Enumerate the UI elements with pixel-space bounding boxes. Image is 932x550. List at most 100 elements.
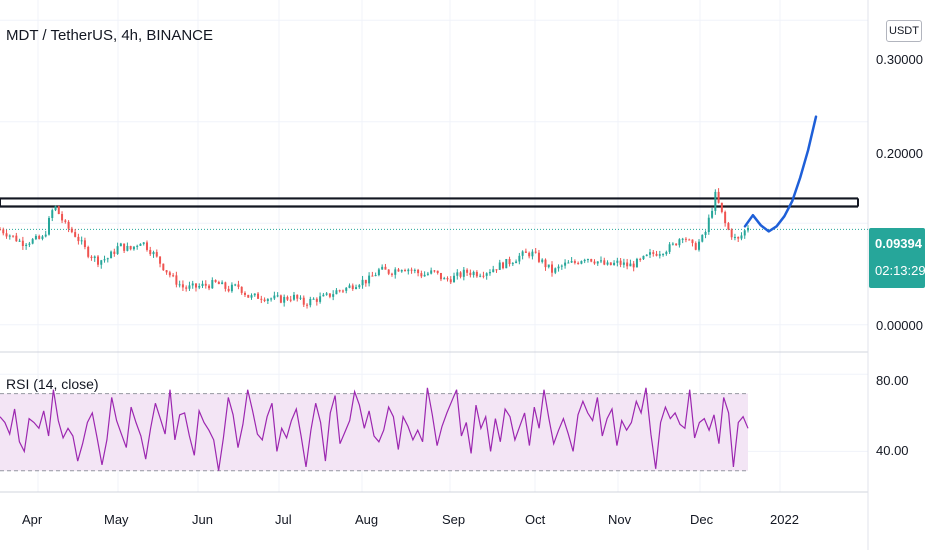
candle-body <box>600 260 603 262</box>
candle-body <box>426 273 429 275</box>
candle-body <box>534 251 537 253</box>
candle-body <box>622 262 625 265</box>
candle-body <box>70 228 73 233</box>
candle-body <box>116 246 119 254</box>
candle-body <box>302 297 305 305</box>
candle-body <box>603 260 606 265</box>
candle-body <box>423 274 426 277</box>
candle-body <box>443 278 446 280</box>
candle-body <box>482 275 485 277</box>
candle-body <box>38 235 41 239</box>
candle-body <box>453 275 456 283</box>
candle-body <box>57 206 60 215</box>
price-tick-label: 0.30000 <box>876 52 923 67</box>
candle-body <box>260 298 263 300</box>
candle-body <box>296 294 299 299</box>
candle-body <box>21 240 24 246</box>
candle-body <box>221 282 224 285</box>
candle-body <box>257 293 260 299</box>
candle-body <box>439 272 442 280</box>
symbol-title[interactable]: MDT / TetherUS, 4h, BINANCE <box>6 27 213 44</box>
candle-body <box>737 236 740 239</box>
last-price-tag <box>869 228 925 288</box>
candle-body <box>93 256 96 259</box>
candle-body <box>704 232 707 235</box>
candle-body <box>110 251 113 259</box>
candle-body <box>227 288 230 292</box>
candle-body <box>328 293 331 297</box>
candle-body <box>123 243 126 251</box>
candle-body <box>28 243 31 245</box>
candle-body <box>289 299 292 301</box>
candle-body <box>325 293 328 295</box>
candle-body <box>106 258 109 260</box>
time-tick-label: May <box>104 512 129 527</box>
candle-body <box>142 242 145 244</box>
candle-body <box>194 283 197 288</box>
rsi-band <box>0 393 748 471</box>
candle-body <box>103 259 106 261</box>
candle-body <box>355 287 358 289</box>
time-tick-label: Oct <box>525 512 546 527</box>
candle-body <box>188 285 191 289</box>
rsi-tick-label: 80.00 <box>876 373 909 388</box>
candle-body <box>247 294 250 298</box>
candle-body <box>51 210 54 218</box>
time-tick-label: Jul <box>275 512 292 527</box>
candle-body <box>462 269 465 277</box>
candle-body <box>224 282 227 289</box>
candle-body <box>547 264 550 268</box>
candle-body <box>508 259 511 265</box>
candle-body <box>283 296 286 303</box>
candle-body <box>446 278 449 280</box>
candle-body <box>198 286 201 288</box>
time-tick-label: Apr <box>22 512 43 527</box>
candle-body <box>100 260 103 265</box>
currency-unit-button[interactable]: USDT <box>886 20 922 42</box>
candle-body <box>488 272 491 274</box>
candle-body <box>172 275 175 277</box>
candle-body <box>743 230 746 236</box>
candle-body <box>165 270 168 273</box>
candle-body <box>580 261 583 264</box>
candle-body <box>129 245 132 250</box>
candle-body <box>698 241 701 250</box>
candle-body <box>515 261 518 264</box>
candle-body <box>675 243 678 246</box>
candle-body <box>479 275 482 277</box>
rsi-tick-label: 40.00 <box>876 443 909 458</box>
candle-body <box>694 243 697 250</box>
candle-body <box>204 283 207 286</box>
candle-body <box>711 210 714 218</box>
candle-body <box>652 252 655 254</box>
candle-body <box>273 295 276 299</box>
candle-body <box>733 236 736 238</box>
candle-body <box>319 296 322 302</box>
grid-lines <box>0 0 868 492</box>
candle-body <box>178 284 181 286</box>
candle-body <box>557 266 560 269</box>
candle-body <box>211 280 214 289</box>
candle-body <box>583 259 586 262</box>
candle-body <box>139 243 142 246</box>
candle-body <box>374 275 377 277</box>
candle-body <box>668 244 671 252</box>
candle-body <box>322 294 325 297</box>
candle-body <box>688 239 691 241</box>
candle-body <box>312 298 315 300</box>
candle-body <box>593 261 596 264</box>
rsi-indicator-label[interactable]: RSI (14, close) <box>6 376 99 392</box>
candle-body <box>606 262 609 265</box>
support-resistance-levels <box>0 197 868 230</box>
candle-body <box>662 254 665 256</box>
candle-body <box>237 284 240 287</box>
candle-body <box>309 298 312 306</box>
candle-body <box>136 245 139 247</box>
candle-body <box>466 269 469 273</box>
candle-body <box>544 259 547 268</box>
candle-body <box>724 211 727 224</box>
candle-body <box>665 251 668 255</box>
candle-body <box>626 262 629 267</box>
candle-body <box>407 269 410 272</box>
candle-body <box>417 269 420 274</box>
